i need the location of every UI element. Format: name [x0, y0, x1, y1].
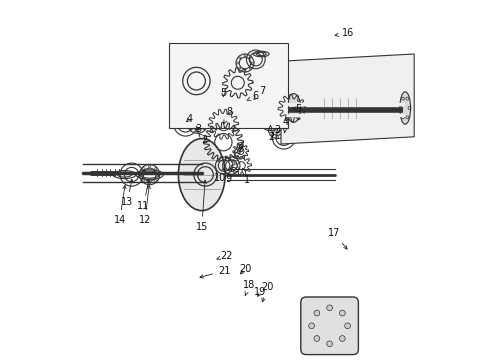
Text: 8: 8: [238, 144, 244, 154]
Circle shape: [309, 323, 315, 329]
Text: 21: 21: [200, 266, 230, 278]
Text: 6: 6: [246, 91, 258, 102]
Text: 9: 9: [225, 168, 232, 184]
Text: 11: 11: [137, 179, 150, 211]
Circle shape: [340, 310, 345, 316]
Circle shape: [327, 305, 333, 311]
Text: 2: 2: [268, 125, 274, 142]
Ellipse shape: [400, 92, 411, 124]
Text: 18: 18: [243, 280, 255, 296]
Text: 22: 22: [217, 251, 233, 261]
Circle shape: [327, 341, 333, 347]
Circle shape: [340, 336, 345, 341]
Text: 2: 2: [198, 134, 208, 145]
Text: 15: 15: [196, 180, 208, 232]
Text: 12: 12: [139, 185, 151, 225]
Text: 4: 4: [187, 114, 193, 124]
Text: 19: 19: [254, 287, 266, 297]
Text: 5: 5: [220, 88, 226, 98]
Text: 13: 13: [121, 179, 133, 207]
Text: 4: 4: [282, 117, 289, 132]
Circle shape: [345, 323, 350, 329]
Text: 20: 20: [239, 264, 251, 274]
Circle shape: [314, 310, 320, 316]
Text: 3: 3: [195, 124, 201, 134]
Circle shape: [314, 336, 320, 341]
Ellipse shape: [286, 94, 301, 122]
Polygon shape: [170, 43, 288, 128]
Text: 1: 1: [242, 168, 250, 185]
Text: 14: 14: [114, 185, 126, 225]
Text: 7: 7: [254, 86, 266, 99]
Text: 8: 8: [224, 107, 233, 123]
Text: 16: 16: [335, 28, 354, 38]
Polygon shape: [281, 54, 414, 144]
Text: 5: 5: [293, 104, 301, 114]
Text: 17: 17: [328, 228, 347, 249]
FancyBboxPatch shape: [301, 297, 358, 355]
Text: 3: 3: [274, 125, 280, 135]
Text: 10: 10: [215, 167, 227, 183]
Text: 20: 20: [261, 282, 273, 302]
Ellipse shape: [178, 139, 225, 211]
